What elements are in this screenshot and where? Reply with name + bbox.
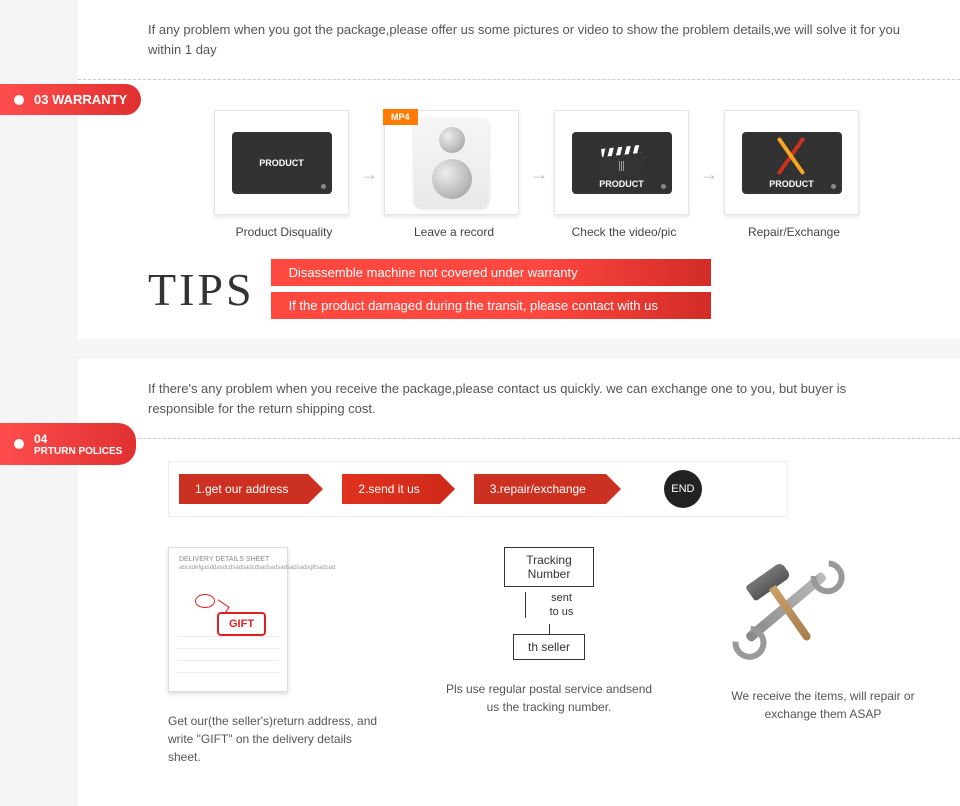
- return-tag-txt: PRTURN POLICES: [34, 446, 122, 457]
- gift-tag: GIFT: [217, 612, 266, 636]
- return-body-section: 1.get our address 2.send it us 3.repair/…: [78, 439, 960, 806]
- seller-box: th seller: [513, 634, 585, 660]
- return-columns: DELIVERY DETAILS SHEET abcxdefgasddasdcd…: [148, 547, 930, 766]
- return-intro-section: If there's any problem when you receive …: [78, 359, 960, 438]
- warranty-intro-section: If any problem when you got the package,…: [78, 0, 960, 79]
- return-intro-text: If there's any problem when you receive …: [148, 379, 908, 418]
- return-col-text-1: Get our(the seller's)return address, and…: [168, 712, 382, 766]
- step-2: 2.send it us: [342, 474, 439, 504]
- step-1: 1.get our address: [179, 474, 308, 504]
- section-tag-return: 04 PRTURN POLICES: [0, 423, 136, 465]
- hammer-wrench-icon: [716, 547, 856, 667]
- return-col-tracking: Tracking Number sent to us th seller: [442, 547, 656, 716]
- return-col-text-2: Pls use regular postal service andsend u…: [442, 680, 656, 716]
- tools-screen-icon: PRODUCT: [742, 132, 842, 194]
- warranty-intro-text: If any problem when you got the package,…: [148, 20, 908, 59]
- arrow-icon: →: [360, 164, 378, 185]
- tip-bar-1: Disassemble machine not covered under wa…: [271, 259, 711, 286]
- product-screen-icon: PRODUCT: [232, 132, 332, 194]
- step-3: 3.repair/exchange: [474, 474, 606, 504]
- arrow-icon: →: [700, 164, 718, 185]
- return-col-text-3: We receive the items, will repair or exc…: [716, 687, 930, 723]
- tips-row: TIPS Disassemble machine not covered und…: [148, 259, 930, 319]
- tip-bar-2: If the product damaged during the transi…: [271, 292, 711, 319]
- warranty-card-record: MP4 Leave a record: [384, 110, 524, 239]
- section-tag-warranty: 03 WARRANTY: [0, 84, 141, 115]
- warranty-card-disquality: PRODUCT Product Disquality: [214, 110, 354, 239]
- return-tag-num: 04: [34, 432, 47, 446]
- warranty-tag-label: 03 WARRANTY: [34, 92, 127, 107]
- warranty-flow: PRODUCT Product Disquality → MP4 Leave a…: [148, 110, 930, 239]
- steps-bar: 1.get our address 2.send it us 3.repair/…: [168, 461, 788, 517]
- speaker-icon: [414, 118, 489, 208]
- tracking-number-box: Tracking Number: [504, 547, 594, 587]
- mp4-badge: MP4: [383, 109, 418, 125]
- arrow-icon: →: [530, 164, 548, 185]
- tracking-diagram: Tracking Number sent to us th seller: [442, 547, 656, 660]
- return-col-address: DELIVERY DETAILS SHEET abcxdefgasddasdcd…: [168, 547, 382, 766]
- delivery-sheet-icon: DELIVERY DETAILS SHEET abcxdefgasddasdcd…: [168, 547, 288, 692]
- return-col-repair: We receive the items, will repair or exc…: [716, 547, 930, 723]
- warranty-card-repair: PRODUCT Repair/Exchange: [724, 110, 864, 239]
- tips-title: TIPS: [148, 263, 255, 316]
- warranty-card-check: PRODUCT Check the video/pic: [554, 110, 694, 239]
- step-end: END: [664, 470, 702, 508]
- video-screen-icon: PRODUCT: [572, 132, 672, 194]
- warranty-flow-section: PRODUCT Product Disquality → MP4 Leave a…: [78, 80, 960, 339]
